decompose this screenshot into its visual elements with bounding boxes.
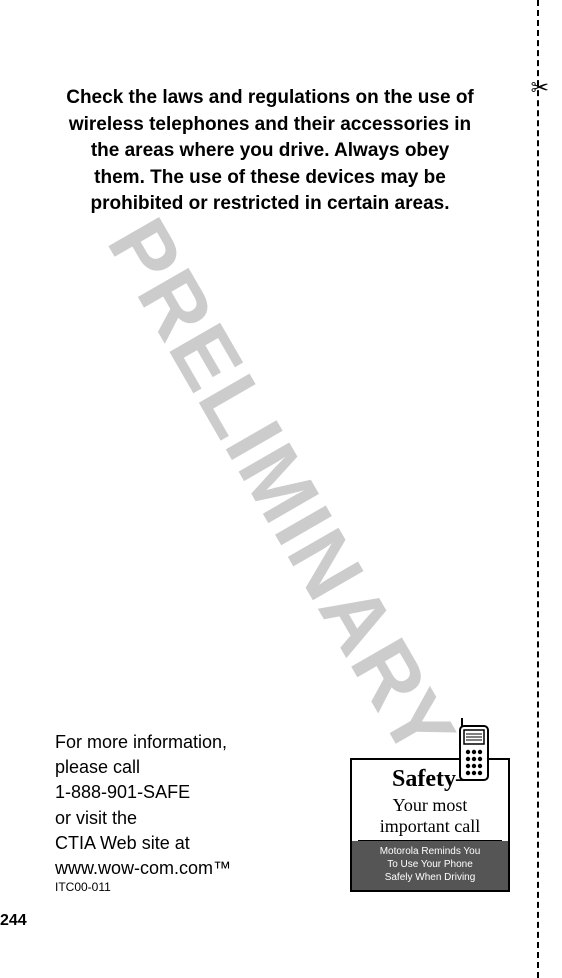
footer-info: For more information, please call 1-888-… <box>55 730 231 881</box>
page-number: 244 <box>0 912 27 930</box>
main-heading: Check the laws and regulations on the us… <box>55 85 485 218</box>
document-code: ITC00-011 <box>55 880 111 894</box>
safety-logo-subtitle: Your most important call <box>358 795 502 841</box>
safety-logo: Safety– Your most important call Motorol… <box>350 758 510 892</box>
footer-line-2: please call <box>55 755 231 780</box>
footer-line-5: CTIA Web site at <box>55 831 231 856</box>
footer-line-3: 1-888-901-SAFE <box>55 780 231 805</box>
cut-line <box>537 0 539 978</box>
footer-line-6: www.wow-com.com™ <box>55 856 231 881</box>
footer-line-1: For more information, <box>55 730 231 755</box>
safety-logo-tagline: Motorola Reminds You To Use Your Phone S… <box>352 841 508 890</box>
footer-line-4: or visit the <box>55 806 231 831</box>
scissors-icon: ✂ <box>531 75 549 101</box>
phone-icon <box>450 718 495 786</box>
